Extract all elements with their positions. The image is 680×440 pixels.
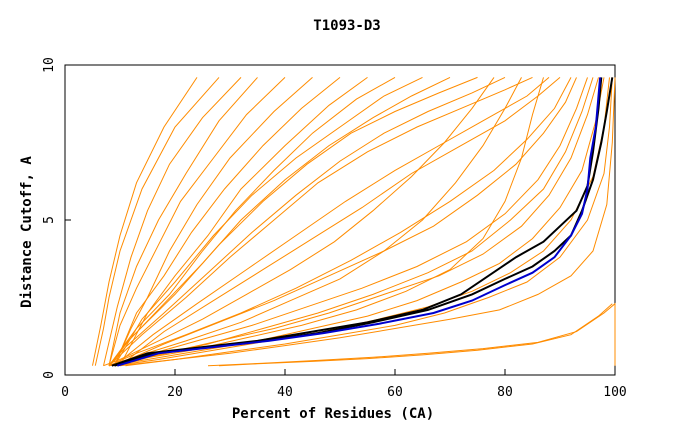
highlight-series-group bbox=[111, 77, 614, 367]
orange-series-line-25 bbox=[108, 77, 544, 367]
orange-series-line-21 bbox=[108, 76, 506, 367]
y-tick-label-5: 5 bbox=[42, 216, 57, 224]
orange-series-line-23 bbox=[108, 77, 572, 367]
orange-series-line-17 bbox=[108, 77, 286, 366]
x-tick-label-100: 100 bbox=[603, 385, 626, 400]
orange-series-line-28 bbox=[92, 77, 198, 366]
orange-series-line-1 bbox=[94, 77, 220, 366]
orange-series-line-20 bbox=[108, 76, 451, 367]
orange-series-group bbox=[92, 76, 616, 367]
orange-series-line-7 bbox=[108, 76, 533, 367]
chart-title: T1093-D3 bbox=[313, 18, 380, 34]
orange-series-line-24 bbox=[114, 77, 594, 367]
x-axis-label: Percent of Residues (CA) bbox=[232, 406, 434, 422]
orange-series-line-26 bbox=[108, 77, 522, 367]
y-tick-label-0: 0 bbox=[42, 371, 57, 379]
orange-series-line-10 bbox=[108, 77, 588, 367]
y-axis-label: Distance Cutoff, A bbox=[19, 156, 35, 308]
orange-series-line-3 bbox=[114, 77, 313, 366]
x-tick-label-0: 0 bbox=[61, 385, 69, 400]
blue-series-line-3 bbox=[117, 77, 602, 367]
orange-series-line-19 bbox=[108, 76, 396, 366]
orange-series-line-30 bbox=[218, 303, 613, 367]
orange-series-line-18 bbox=[114, 77, 341, 366]
y-axis-ticks: 0 5 10 bbox=[42, 57, 71, 379]
x-axis-ticks: 0 20 40 60 80 100 bbox=[61, 369, 627, 400]
orange-series-line-5 bbox=[114, 76, 423, 366]
orange-series-line-9 bbox=[114, 77, 577, 367]
y-tick-label-10: 10 bbox=[42, 57, 57, 73]
orange-series-line-22 bbox=[114, 77, 550, 367]
orange-series-line-2 bbox=[108, 77, 258, 366]
orange-series-line-12 bbox=[108, 77, 605, 367]
x-tick-label-40: 40 bbox=[277, 385, 293, 400]
x-tick-label-60: 60 bbox=[387, 385, 403, 400]
orange-series-line-16 bbox=[103, 77, 242, 366]
black-series-line-1 bbox=[111, 77, 603, 367]
orange-series-line-4 bbox=[119, 76, 368, 366]
orange-series-line-8 bbox=[119, 77, 561, 367]
orange-series-line-27 bbox=[103, 77, 495, 367]
x-tick-label-80: 80 bbox=[497, 385, 513, 400]
orange-series-line-15 bbox=[125, 77, 616, 367]
orange-series-line-14 bbox=[119, 77, 613, 367]
orange-series-line-29 bbox=[207, 302, 616, 367]
x-tick-label-20: 20 bbox=[167, 385, 183, 400]
orange-series-line-6 bbox=[108, 76, 478, 367]
